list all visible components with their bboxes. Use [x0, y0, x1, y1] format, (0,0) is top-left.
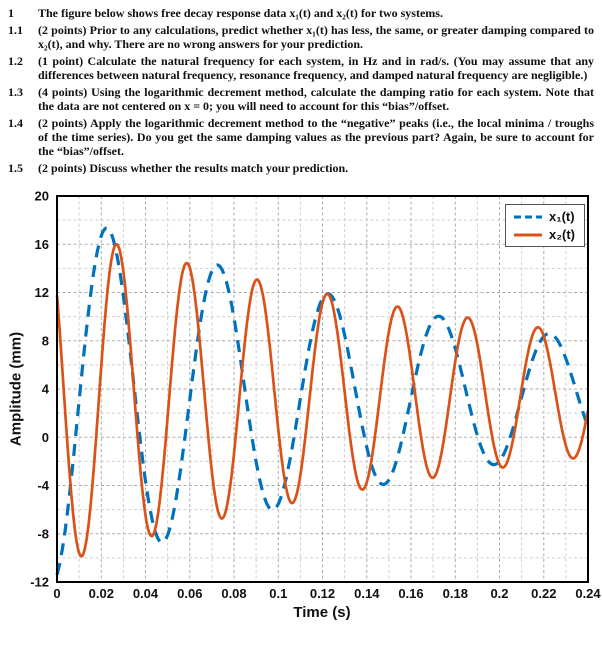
curve-x2: [55, 242, 590, 558]
problem-statement: 1 The figure below shows free decay resp…: [0, 0, 602, 180]
problem-text: The figure below shows free decay respon…: [38, 6, 443, 20]
problem-number: 1.5: [8, 161, 23, 175]
svg-text:-8: -8: [37, 526, 49, 541]
problem-item-1-2: 1.2 (1 point) Calculate the natural freq…: [8, 54, 594, 82]
series-curves: [55, 226, 590, 576]
svg-text:0.06: 0.06: [177, 586, 202, 601]
problem-text: (2 points) Prior to any calculations, pr…: [38, 23, 594, 51]
legend-label-x2: x₂(t): [549, 227, 575, 242]
problem-item-1: 1 The figure below shows free decay resp…: [8, 6, 594, 20]
svg-text:-12: -12: [30, 575, 49, 590]
axes-box: [56, 195, 589, 583]
svg-text:8: 8: [42, 333, 49, 348]
legend-line-solid-icon: [514, 233, 542, 236]
svg-text:0.02: 0.02: [89, 586, 114, 601]
problem-item-1-3: 1.3 (4 points) Using the logarithmic dec…: [8, 85, 594, 113]
svg-text:0.08: 0.08: [221, 586, 246, 601]
svg-text:0.1: 0.1: [269, 586, 287, 601]
svg-text:0.04: 0.04: [133, 586, 159, 601]
svg-text:4: 4: [42, 382, 50, 397]
problem-number: 1.4: [8, 116, 23, 130]
problem-number: 1.1: [8, 23, 23, 37]
problem-text: (2 points) Apply the logarithmic decreme…: [38, 116, 594, 158]
legend: x₁(t) x₂(t): [505, 204, 585, 247]
svg-text:0: 0: [42, 430, 49, 445]
legend-line-dashed-icon: [514, 215, 542, 218]
svg-text:0.16: 0.16: [398, 586, 423, 601]
decay-response-plot: 0 0.02 0.04 0.06 0.08 0.1 0.12 0.14 0.16 0.18 0.2 0…: [30, 189, 601, 602]
grid-lines: [57, 196, 588, 582]
legend-label-x1: x₁(t): [549, 209, 575, 224]
svg-text:12: 12: [35, 285, 49, 300]
problem-item-1-1: 1.1 (2 points) Prior to any calculations…: [8, 23, 594, 51]
problem-number: 1.2: [8, 54, 23, 68]
problem-item-1-5: 1.5 (2 points) Discuss whether the resul…: [8, 161, 594, 175]
svg-text:0.24: 0.24: [575, 586, 601, 601]
problem-text: (1 point) Calculate the natural frequenc…: [38, 54, 594, 82]
svg-text:20: 20: [35, 189, 49, 204]
svg-text:0.22: 0.22: [531, 586, 556, 601]
curve-x1: [55, 226, 590, 576]
x-tick-labels: 0 0.02 0.04 0.06 0.08 0.1 0.12 0.14 0.16 0.18 0.2 0…: [53, 586, 601, 601]
x-axis-label: Time (s): [293, 604, 351, 621]
problem-text: (4 points) Using the logarithmic decreme…: [38, 85, 594, 113]
decay-response-figure: 0 0.02 0.04 0.06 0.08 0.1 0.12 0.14 0.16 0.18 0.2 0…: [0, 180, 602, 626]
svg-text:0.18: 0.18: [443, 586, 468, 601]
svg-text:0.2: 0.2: [490, 586, 508, 601]
y-axis-label: Amplitude (mm): [7, 331, 25, 447]
legend-entry-x1: x₁(t): [513, 209, 575, 224]
problem-number: 1.3: [8, 85, 23, 99]
problem-number: 1: [8, 6, 14, 20]
legend-entry-x2: x₂(t): [513, 227, 575, 242]
svg-text:-4: -4: [37, 478, 49, 493]
problem-text: (2 points) Discuss whether the results m…: [38, 161, 349, 175]
svg-text:0: 0: [53, 586, 60, 601]
problem-item-1-4: 1.4 (2 points) Apply the logarithmic dec…: [8, 116, 594, 158]
svg-text:0.12: 0.12: [310, 586, 335, 601]
svg-text:16: 16: [35, 237, 49, 252]
svg-text:0.14: 0.14: [354, 586, 380, 601]
y-tick-labels: -12 -8 -4 0 4 8 12 16 20: [30, 189, 50, 590]
